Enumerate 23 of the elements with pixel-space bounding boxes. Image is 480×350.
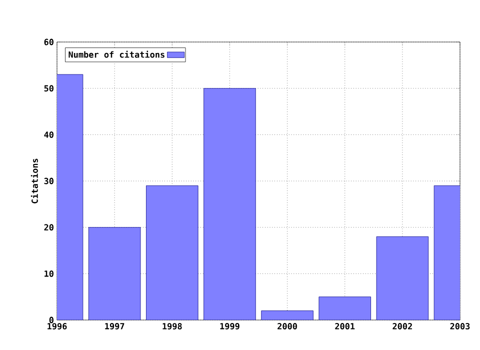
bar	[261, 310, 314, 320]
x-tick-label: 1997	[105, 323, 124, 330]
x-tick-label: 1996	[48, 323, 67, 330]
y-tick-label: 30	[44, 178, 54, 184]
x-tick-label: 1998	[162, 323, 182, 330]
bar	[88, 227, 141, 320]
x-tick-label: 2002	[392, 323, 412, 330]
y-tick-label: 10	[44, 270, 54, 277]
x-tick-label: 2001	[335, 323, 355, 330]
y-tick-label: 60	[44, 38, 54, 46]
x-tick-label: 1999	[220, 323, 240, 330]
x-tick-label: 2000	[278, 323, 297, 330]
y-tick-label: 20	[44, 224, 54, 231]
y-axis-title: Citations	[30, 158, 38, 204]
bar	[204, 88, 256, 320]
y-tick-label: 0	[49, 316, 54, 324]
y-tick-label: 50	[44, 85, 54, 92]
bar	[146, 185, 198, 320]
x-tick-label: 2003	[450, 323, 470, 330]
legend-label: Number of citations	[68, 50, 164, 58]
bar	[376, 236, 429, 320]
y-tick-label: 40	[44, 131, 54, 138]
bar	[318, 296, 371, 320]
